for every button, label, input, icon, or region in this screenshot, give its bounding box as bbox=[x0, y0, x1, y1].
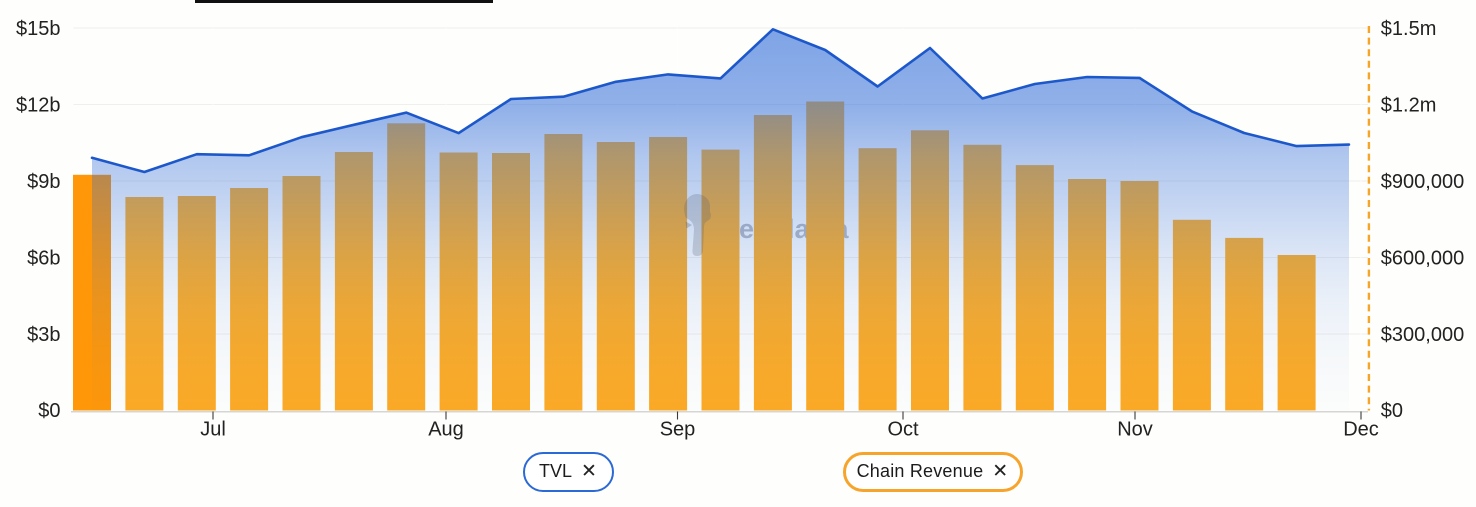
svg-text:$600,000: $600,000 bbox=[1381, 248, 1464, 270]
svg-text:$6b: $6b bbox=[27, 248, 60, 270]
svg-text:$3b: $3b bbox=[27, 324, 60, 346]
svg-text:$1.2m: $1.2m bbox=[1381, 95, 1437, 117]
svg-text:$900,000: $900,000 bbox=[1381, 171, 1464, 193]
svg-text:Dec: Dec bbox=[1343, 419, 1379, 441]
svg-text:Sep: Sep bbox=[660, 419, 696, 441]
svg-text:$12b: $12b bbox=[16, 95, 61, 117]
svg-text:Oct: Oct bbox=[887, 419, 919, 441]
svg-text:$9b: $9b bbox=[27, 171, 60, 193]
svg-text:$300,000: $300,000 bbox=[1381, 324, 1464, 346]
svg-text:$1.5m: $1.5m bbox=[1381, 18, 1437, 40]
svg-text:Aug: Aug bbox=[428, 419, 464, 441]
svg-text:$0: $0 bbox=[1381, 400, 1403, 422]
svg-text:Jul: Jul bbox=[200, 419, 226, 441]
svg-text:$15b: $15b bbox=[16, 18, 61, 40]
svg-text:$0: $0 bbox=[38, 400, 60, 422]
svg-text:Nov: Nov bbox=[1117, 419, 1153, 441]
